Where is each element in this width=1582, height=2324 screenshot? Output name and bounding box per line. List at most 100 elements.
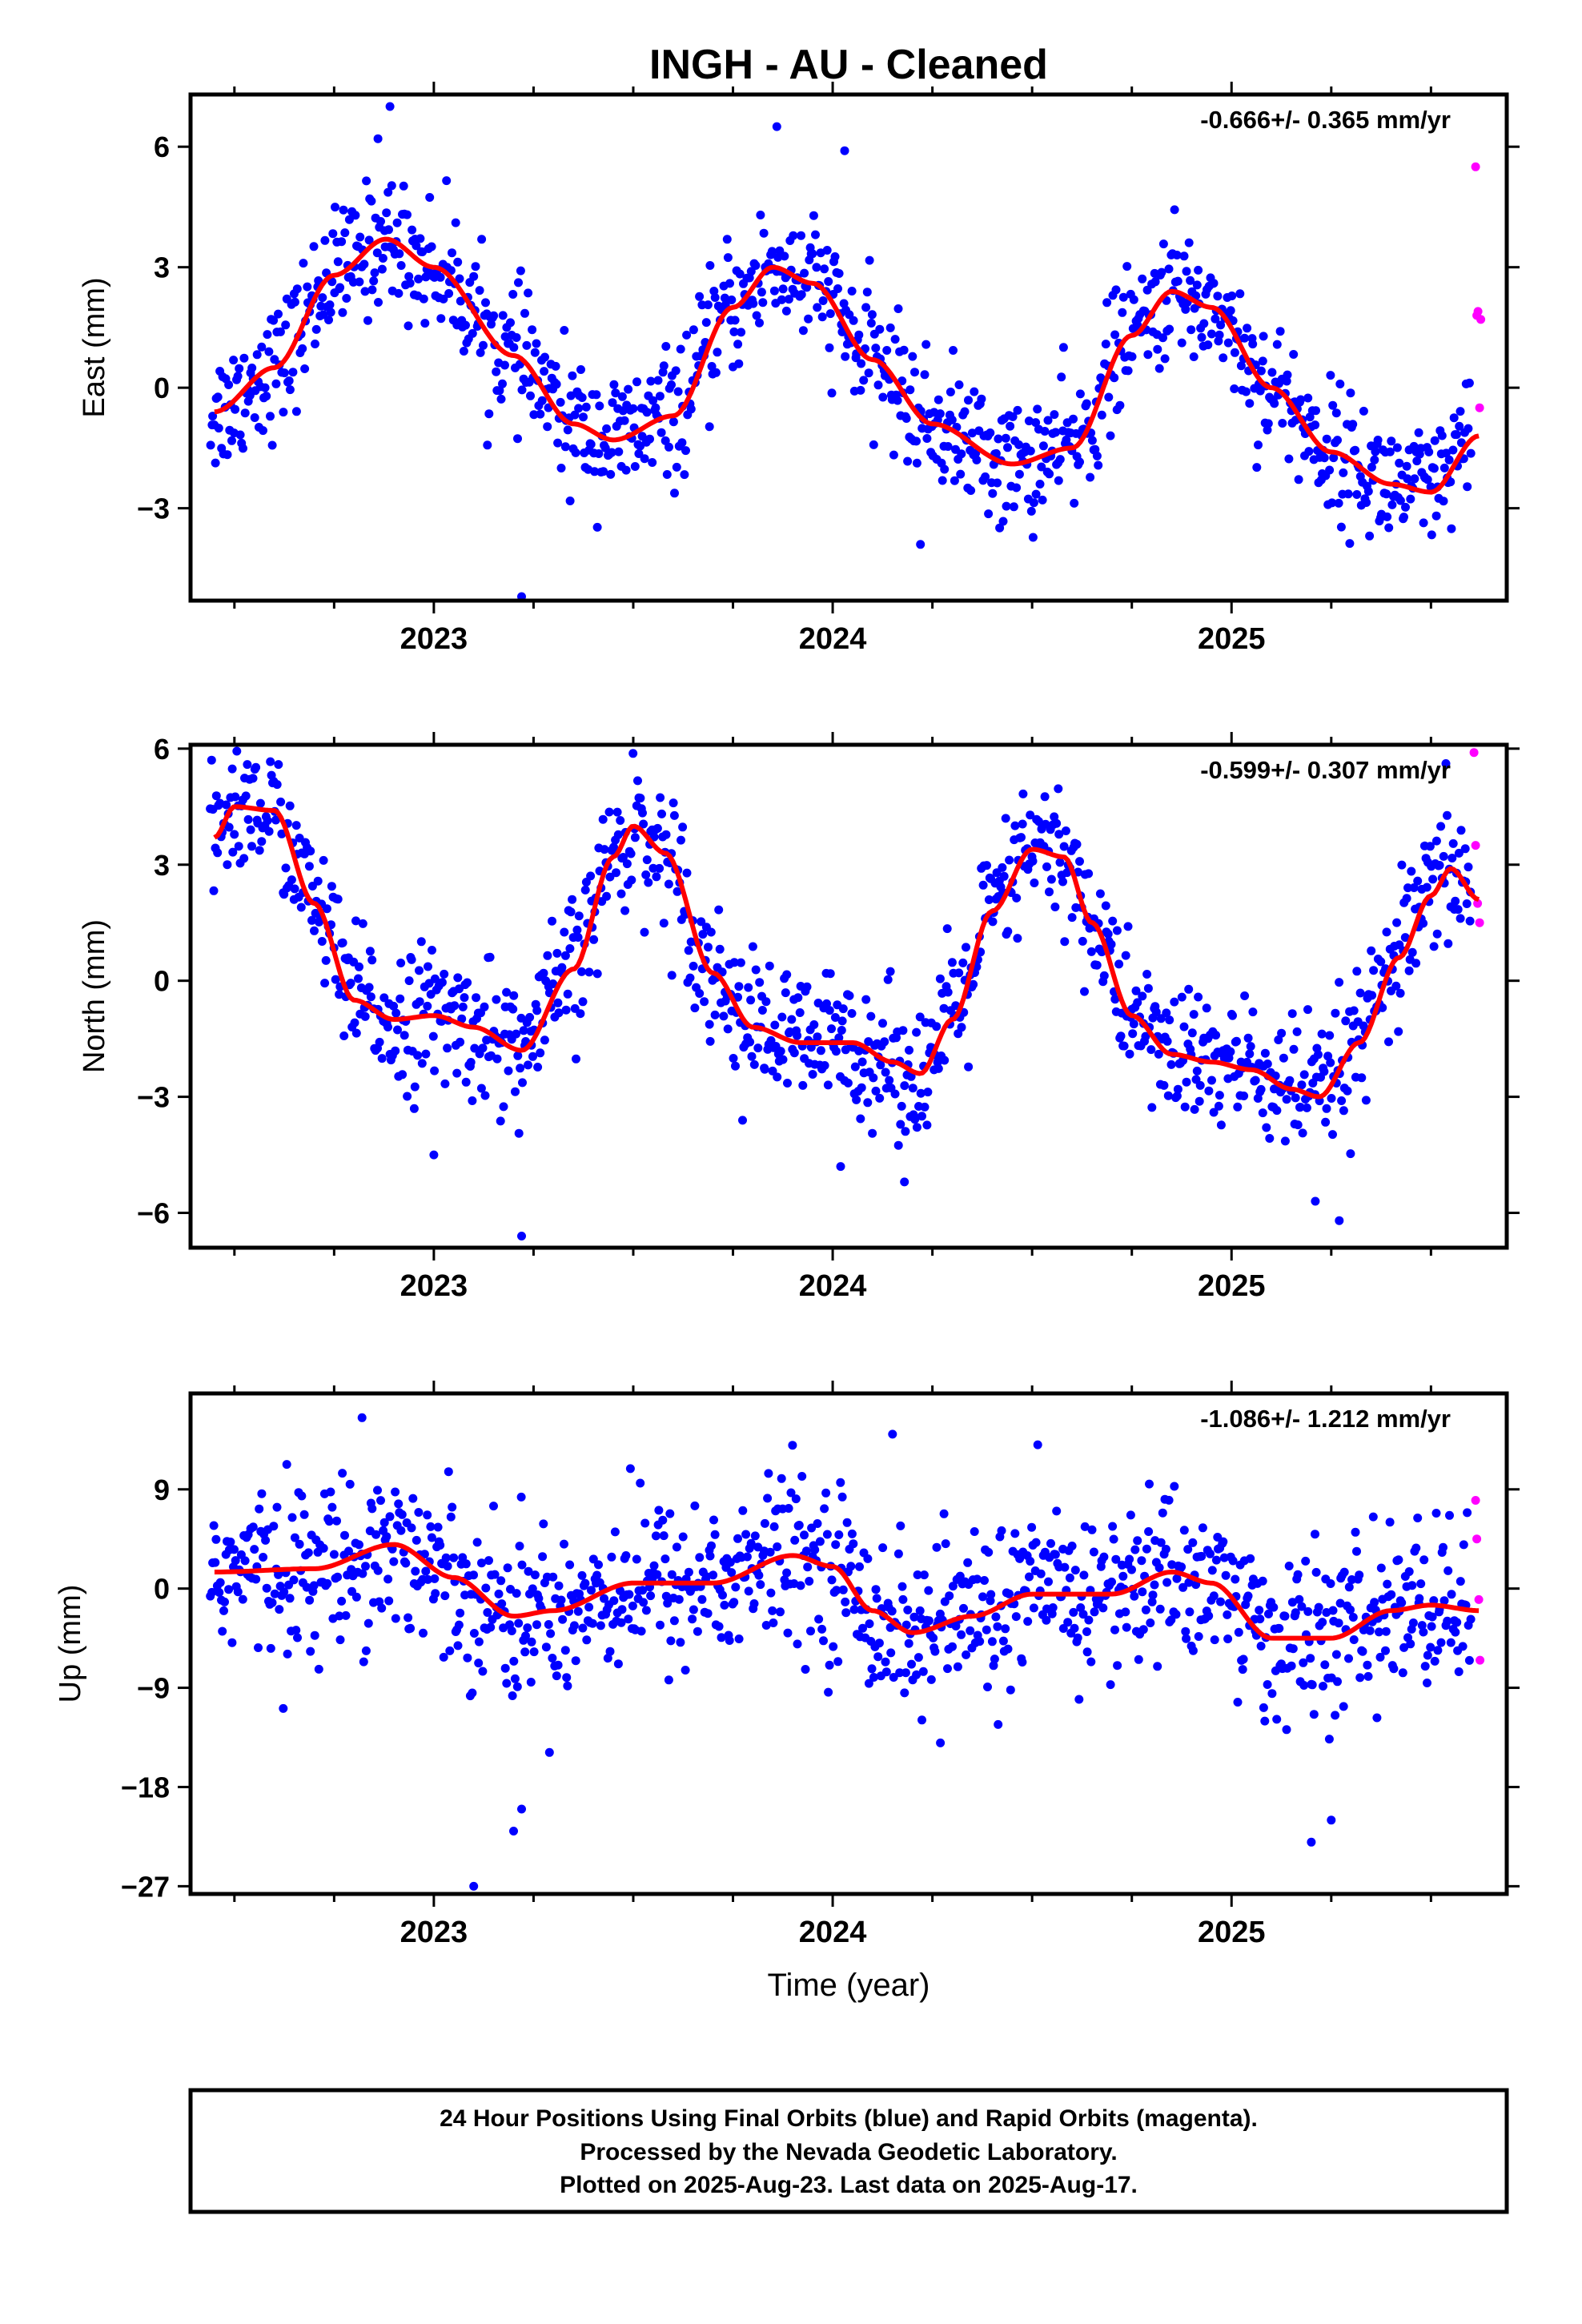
final-point	[1419, 919, 1428, 928]
final-point	[748, 942, 757, 951]
final-point	[1006, 1685, 1015, 1695]
final-point	[1186, 325, 1196, 335]
final-point	[811, 230, 820, 239]
final-point	[1463, 1508, 1472, 1518]
final-point	[1306, 1654, 1315, 1663]
final-point	[565, 1560, 575, 1570]
final-point	[297, 1491, 307, 1501]
final-point	[1199, 319, 1209, 328]
final-point	[817, 1624, 827, 1634]
final-point	[1458, 1642, 1468, 1651]
final-point	[1216, 320, 1226, 330]
y-tick-label: 0	[154, 1573, 170, 1606]
final-point	[639, 819, 648, 829]
final-point	[869, 440, 878, 449]
east-frame	[188, 92, 1509, 603]
final-point	[1456, 407, 1465, 416]
final-point	[394, 1499, 404, 1509]
final-point	[477, 235, 487, 244]
final-point	[469, 1881, 479, 1891]
final-point	[1314, 1050, 1323, 1059]
final-point	[1211, 314, 1220, 324]
final-point	[492, 995, 501, 1004]
final-point	[1042, 862, 1051, 871]
final-point	[1307, 1837, 1316, 1847]
final-point	[1110, 1625, 1119, 1634]
final-point	[527, 1637, 536, 1647]
final-point	[1296, 395, 1306, 404]
final-point	[1043, 416, 1053, 425]
final-point	[1264, 1609, 1273, 1618]
final-point	[1326, 1058, 1335, 1068]
final-point	[331, 975, 340, 984]
final-point	[947, 958, 957, 967]
final-point	[1075, 457, 1084, 467]
x-tick-label: 2024	[799, 1916, 867, 1949]
final-point	[1045, 887, 1054, 897]
final-point	[384, 225, 393, 235]
final-point	[444, 289, 454, 298]
final-point	[311, 324, 321, 334]
final-point	[617, 392, 627, 401]
final-point	[1384, 1037, 1393, 1047]
final-point	[723, 1024, 733, 1034]
final-point	[1182, 1634, 1191, 1643]
final-point	[592, 390, 601, 400]
final-point	[1211, 1555, 1221, 1565]
final-point	[730, 316, 740, 325]
final-point	[600, 1594, 608, 1603]
final-point	[1162, 1578, 1172, 1587]
final-point	[215, 1588, 224, 1597]
final-point	[1282, 1095, 1291, 1104]
final-point	[1245, 1049, 1255, 1059]
final-point	[624, 1614, 633, 1624]
final-point	[277, 829, 287, 838]
final-point	[829, 1642, 838, 1651]
final-point	[890, 335, 900, 344]
final-point	[246, 825, 255, 834]
final-point	[862, 287, 872, 297]
final-point	[990, 1655, 999, 1664]
final-point	[1451, 896, 1460, 906]
final-point	[1018, 789, 1028, 798]
final-point	[711, 368, 721, 377]
final-point	[1272, 340, 1282, 349]
final-point	[912, 458, 921, 468]
final-point	[1130, 1591, 1139, 1601]
rapid-point	[1475, 403, 1484, 412]
final-point	[1156, 1014, 1166, 1023]
final-point	[796, 1581, 805, 1590]
final-point	[1321, 1117, 1331, 1127]
final-point	[468, 1688, 477, 1698]
final-point	[1456, 438, 1466, 448]
final-point	[684, 1567, 693, 1577]
final-point	[932, 1542, 942, 1552]
final-point	[508, 290, 518, 299]
final-point	[520, 308, 529, 318]
final-point	[1215, 1091, 1224, 1100]
final-point	[389, 1557, 399, 1566]
final-point	[314, 276, 323, 285]
final-point	[291, 821, 301, 830]
final-point	[266, 757, 275, 766]
final-point	[552, 948, 562, 958]
final-point	[485, 952, 495, 962]
final-point	[1062, 435, 1071, 444]
final-point	[690, 1003, 700, 1013]
final-point	[1033, 404, 1042, 414]
final-point	[698, 930, 708, 939]
final-point	[1363, 1660, 1372, 1670]
final-point	[209, 886, 219, 895]
final-point	[576, 1009, 585, 1019]
final-point	[560, 326, 569, 335]
final-point	[793, 1031, 802, 1040]
final-point	[517, 1232, 526, 1240]
final-point	[989, 1661, 998, 1671]
final-point	[514, 278, 523, 287]
final-point	[777, 1474, 786, 1483]
final-point	[729, 327, 739, 336]
final-point	[1164, 1495, 1174, 1505]
final-point	[709, 1570, 718, 1580]
final-point	[841, 1608, 851, 1618]
final-point	[222, 800, 231, 810]
